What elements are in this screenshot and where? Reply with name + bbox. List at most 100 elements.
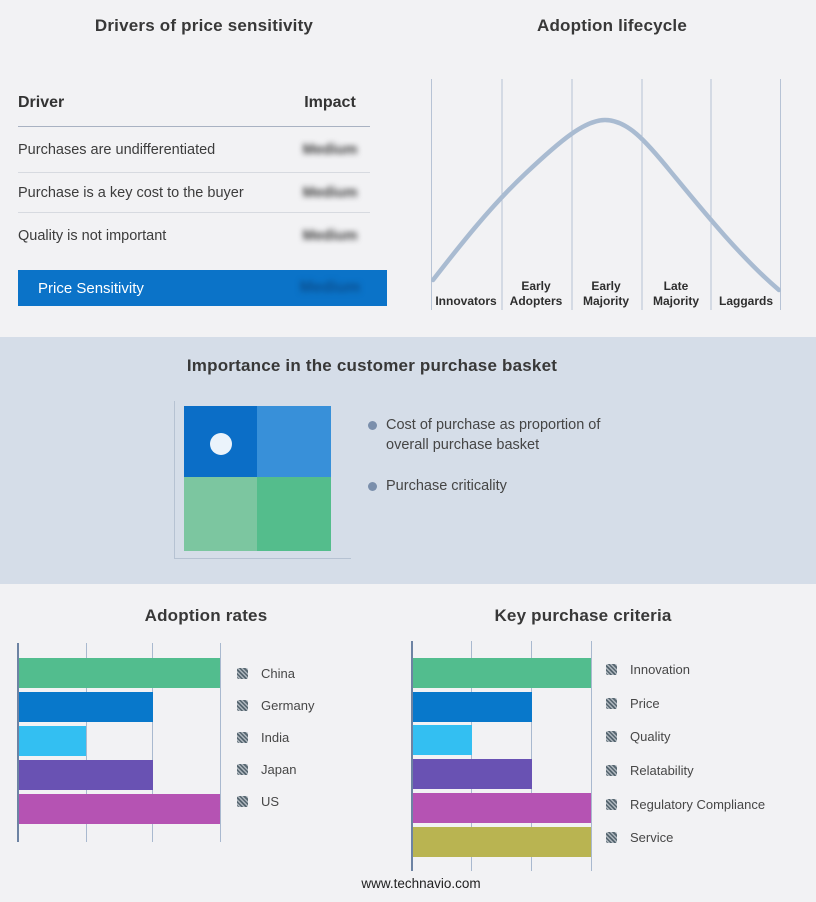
footer: www.technavio.com bbox=[0, 876, 816, 891]
legend-swatch-icon bbox=[606, 731, 617, 743]
adoption-rates-title: Adoption rates bbox=[144, 606, 268, 625]
bullet-text: Purchase criticality bbox=[386, 478, 507, 494]
legend-label: Relatability bbox=[630, 763, 694, 779]
stage-label-innovators: Innovators bbox=[435, 293, 497, 308]
legend-label: Germany bbox=[261, 697, 315, 713]
quadrant-axis bbox=[174, 401, 351, 559]
gridline bbox=[152, 643, 153, 842]
gridline bbox=[86, 643, 87, 842]
adoption-rates-legend: China Germany India Japan US bbox=[237, 657, 314, 817]
gridline bbox=[531, 641, 532, 871]
legend-item: Germany bbox=[237, 689, 314, 721]
bar-china bbox=[19, 658, 220, 688]
quadrant-top-right bbox=[257, 406, 331, 477]
impact-cell-redacted: Medium bbox=[299, 279, 361, 296]
price-sensitivity-label: Price Sensitivity bbox=[38, 279, 144, 297]
legend-label: Price bbox=[630, 695, 660, 711]
bar-india bbox=[19, 726, 86, 756]
bullet-text: Cost of purchase as proportion of overal… bbox=[386, 417, 601, 453]
legend-label: Regulatory Compliance bbox=[630, 796, 766, 812]
bullet-icon bbox=[368, 421, 377, 430]
legend-item: China bbox=[237, 657, 314, 689]
legend-item: Relatability bbox=[606, 754, 765, 788]
bullet-item: Cost of purchase as proportion of overal… bbox=[368, 416, 636, 455]
table-row: Purchases are undifferentiated Medium bbox=[18, 128, 370, 173]
legend-item: India bbox=[237, 721, 314, 753]
bar-regulatory-compliance bbox=[413, 793, 591, 823]
stage-label-early-majority: Early Majority bbox=[582, 279, 629, 308]
position-marker-dot bbox=[210, 433, 232, 455]
purchase-basket-band bbox=[0, 337, 816, 584]
bar-germany bbox=[19, 692, 153, 722]
bar-quality bbox=[413, 725, 473, 755]
driver-cell: Purchases are undifferentiated bbox=[18, 142, 216, 158]
stage-label-early-adopters: Early Adopters bbox=[509, 279, 563, 308]
lifecycle-curve-chart bbox=[431, 79, 781, 310]
bar-us bbox=[19, 794, 220, 824]
driver-column-header: Driver bbox=[18, 94, 65, 111]
bullet-item: Purchase criticality bbox=[368, 477, 636, 497]
legend-swatch-icon bbox=[237, 795, 248, 807]
table-row: Quality is not important Medium bbox=[18, 213, 370, 258]
bullet-icon bbox=[368, 482, 377, 491]
driver-cell: Purchase is a key cost to the buyer bbox=[18, 184, 244, 201]
bar-price bbox=[413, 692, 532, 722]
legend-item: Regulatory Compliance bbox=[606, 787, 765, 821]
price-sensitivity-summary-row: Price Sensitivity Medium bbox=[18, 270, 387, 306]
impact-column-header: Impact bbox=[304, 94, 356, 111]
legend-label: Quality bbox=[630, 729, 671, 745]
drivers-table-header: Driver Impact bbox=[18, 94, 370, 127]
legend-item: Price bbox=[606, 687, 765, 721]
quadrant-matrix bbox=[184, 406, 331, 551]
legend-swatch-icon bbox=[606, 798, 617, 810]
gridline bbox=[471, 641, 472, 871]
legend-swatch-icon bbox=[606, 697, 617, 709]
impact-cell-redacted: Medium bbox=[302, 184, 358, 201]
y-axis bbox=[17, 643, 19, 842]
legend-label: Service bbox=[630, 830, 674, 846]
legend-swatch-icon bbox=[237, 667, 248, 679]
legend-item: Service bbox=[606, 821, 765, 855]
legend-item: Innovation bbox=[606, 653, 765, 687]
legend-item: US bbox=[237, 785, 314, 817]
stage-label-late-majority: Late Majority bbox=[652, 279, 699, 308]
bar-service bbox=[413, 827, 591, 857]
legend-swatch-icon bbox=[606, 664, 617, 676]
driver-cell: Quality is not important bbox=[18, 227, 167, 244]
gridline bbox=[591, 641, 592, 871]
lifecycle-title: Adoption lifecycle bbox=[536, 16, 687, 35]
bar-japan bbox=[19, 760, 153, 790]
adoption-bell-curve bbox=[431, 117, 781, 293]
legend-label: Japan bbox=[261, 761, 297, 777]
drivers-title: Drivers of price sensitivity bbox=[94, 16, 314, 35]
impact-cell-redacted: Medium bbox=[302, 227, 358, 244]
gridline bbox=[220, 643, 221, 842]
legend-swatch-icon bbox=[606, 832, 617, 844]
key-purchase-criteria-legend: Innovation Price Quality Relatability Re… bbox=[606, 653, 765, 855]
purchase-basket-title: Importance in the customer purchase bask… bbox=[186, 356, 558, 375]
quadrant-bottom-right bbox=[257, 477, 331, 551]
bar-relatability bbox=[413, 759, 532, 789]
legend-swatch-icon bbox=[606, 765, 617, 777]
legend-label: Innovation bbox=[630, 662, 690, 678]
key-purchase-criteria-title: Key purchase criteria bbox=[494, 606, 672, 625]
bar-innovation bbox=[413, 658, 591, 688]
lifecycle-gridlines bbox=[431, 79, 781, 310]
legend-swatch-icon bbox=[237, 731, 248, 743]
impact-cell-redacted: Medium bbox=[302, 142, 358, 158]
quadrant-bottom-left bbox=[184, 477, 257, 551]
stage-label-laggards: Laggards bbox=[718, 293, 773, 308]
technavio-link[interactable]: www.technavio.com bbox=[361, 876, 481, 891]
purchase-basket-bullets: Cost of purchase as proportion of overal… bbox=[368, 416, 636, 519]
legend-label: India bbox=[261, 729, 290, 745]
legend-label: US bbox=[261, 793, 280, 809]
table-row: Purchase is a key cost to the buyer Medi… bbox=[18, 173, 370, 213]
lifecycle-stage-labels: Innovators Early Adopters Early Majority… bbox=[431, 268, 781, 308]
legend-swatch-icon bbox=[237, 763, 248, 775]
legend-swatch-icon bbox=[237, 699, 248, 711]
legend-label: China bbox=[261, 665, 295, 681]
legend-item: Japan bbox=[237, 753, 314, 785]
y-axis bbox=[411, 641, 413, 871]
legend-item: Quality bbox=[606, 720, 765, 754]
